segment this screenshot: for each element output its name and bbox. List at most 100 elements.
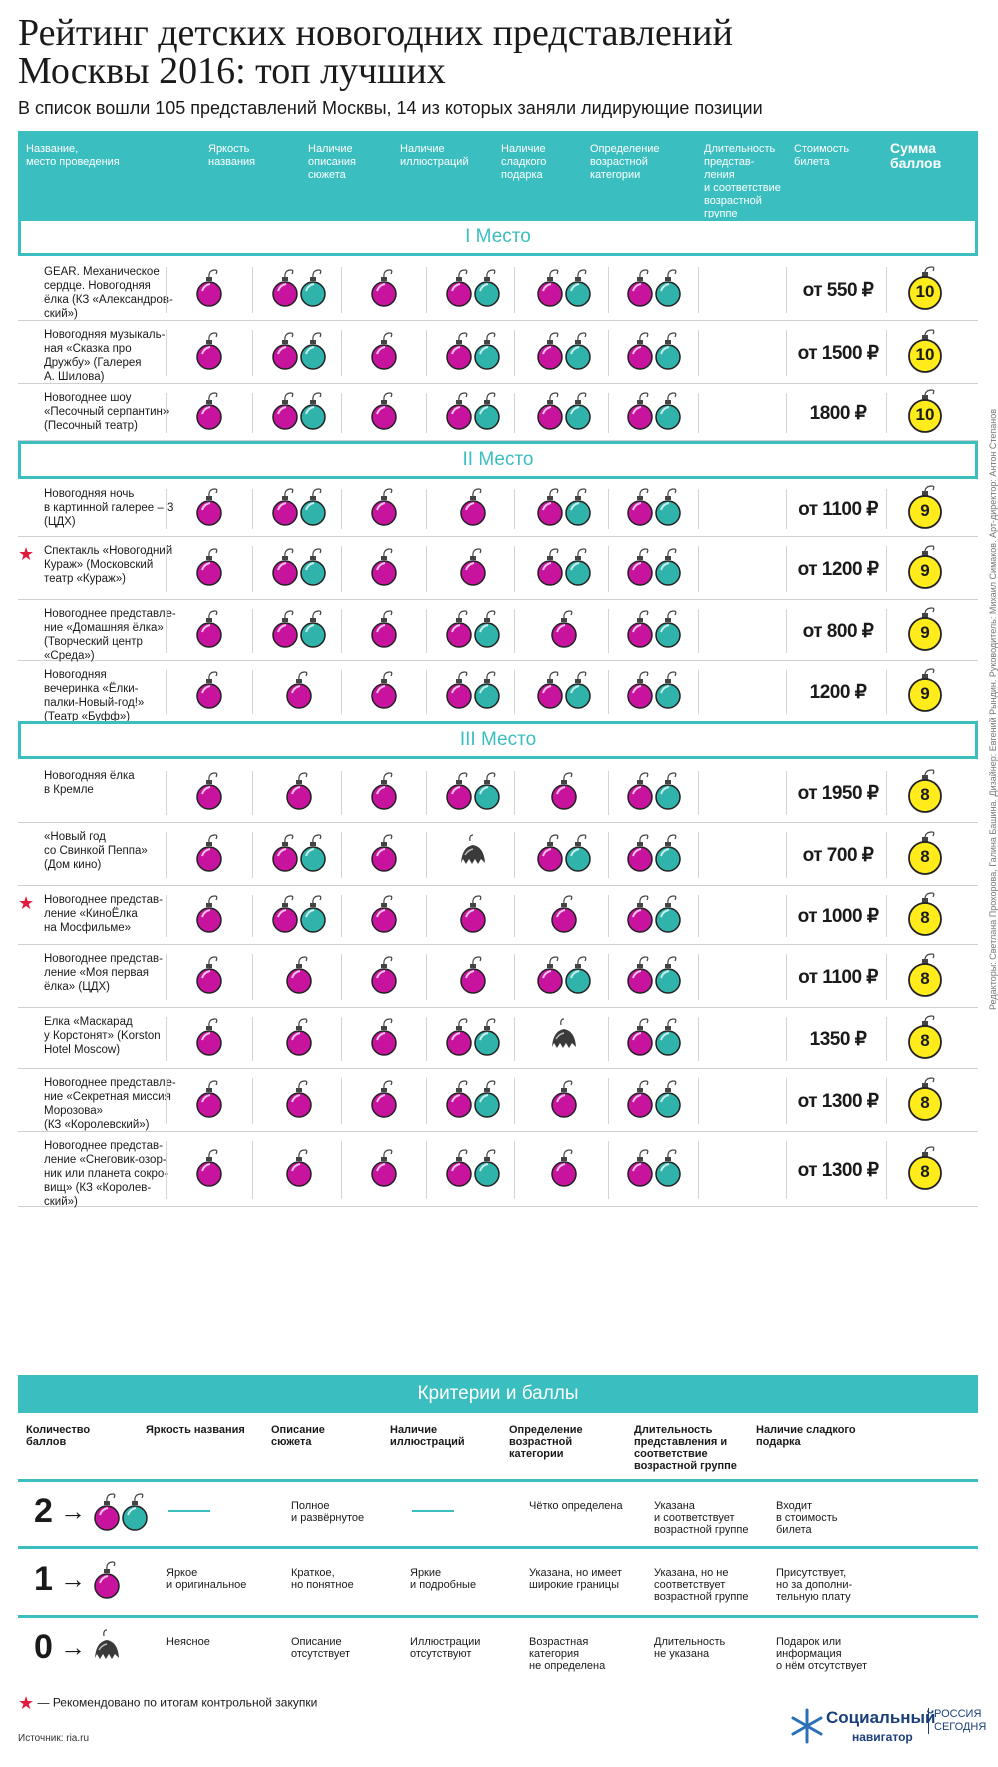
col-header-gift: Наличие сладкого подарка <box>501 143 547 181</box>
score-cell <box>547 1079 581 1119</box>
ornament-teal-icon <box>565 488 591 526</box>
score-cell <box>623 391 685 431</box>
table-row: GEAR. Механическое сердце. Новогодняя ёл… <box>18 259 978 321</box>
ornament-teal-icon <box>474 1080 500 1118</box>
total-score-value: 9 <box>920 561 930 580</box>
ornament-magenta-icon <box>446 671 472 709</box>
ornament-magenta-icon <box>371 1080 397 1118</box>
score-cell <box>456 487 490 527</box>
total-score-value: 10 <box>915 282 935 301</box>
column-divider <box>252 1017 253 1061</box>
total-score: 9 <box>906 544 948 590</box>
table-row: Новогодняя музыкаль- ная «Сказка про Дру… <box>18 322 978 384</box>
column-divider <box>341 267 342 313</box>
criteria-text: Указана, но имеет широкие границы <box>529 1567 622 1591</box>
total-score: 8 <box>906 1145 948 1191</box>
column-divider <box>514 832 515 878</box>
total-score-value: 8 <box>920 1031 930 1050</box>
col-header-price: Стоимость билета <box>794 143 850 168</box>
show-name: Новогодняя ночь в картинной галерее – 3 … <box>44 488 174 528</box>
column-divider <box>514 330 515 376</box>
criteria-text: Подарок или информация о нём отсутствует <box>776 1636 867 1672</box>
ornament-teal-icon <box>474 1149 500 1187</box>
score-cell <box>367 487 401 527</box>
ornament-magenta-icon <box>196 895 222 933</box>
yellow-ornament-icon <box>908 545 942 589</box>
criteria-text: Иллюстрации отсутствуют <box>410 1636 481 1660</box>
score-cell <box>623 1148 685 1188</box>
column-divider <box>698 1017 699 1061</box>
ornament-magenta-icon <box>371 895 397 933</box>
total-score-value: 10 <box>915 345 935 364</box>
column-divider <box>514 954 515 1000</box>
column-divider <box>608 1141 609 1199</box>
column-divider <box>252 393 253 433</box>
column-divider <box>698 330 699 376</box>
total-score: 8 <box>906 891 948 937</box>
logo-brand: РОССИЯ СЕГОДНЯ <box>928 1708 986 1734</box>
points-value: 0 <box>34 1628 53 1666</box>
column-divider <box>698 393 699 433</box>
column-divider <box>608 267 609 313</box>
ticket-price: от 1100 ₽ <box>798 967 878 988</box>
ornament-teal-icon <box>655 834 681 872</box>
criteria-col-header: Наличие иллюстраций <box>390 1424 465 1448</box>
ornament-magenta-icon <box>537 269 563 307</box>
score-cell <box>282 771 316 811</box>
total-score-value: 9 <box>920 501 930 520</box>
ornament-teal-icon <box>300 269 326 307</box>
show-name: Спектакль «Новогодний Кураж» (Московский… <box>44 545 173 585</box>
total-score-value: 8 <box>920 785 930 804</box>
ornament-magenta-icon <box>272 895 298 933</box>
column-divider <box>514 393 515 433</box>
total-score-value: 9 <box>920 623 930 642</box>
arrow-icon: → <box>60 1632 86 1662</box>
place-header: I Место <box>18 218 978 256</box>
ornament-teal-icon <box>565 834 591 872</box>
score-cell <box>268 391 330 431</box>
column-divider <box>786 670 787 714</box>
column-divider <box>341 1017 342 1061</box>
points-value: 1 <box>34 1560 53 1598</box>
ornament-magenta-icon <box>446 1018 472 1056</box>
ornament-magenta-icon <box>460 895 486 933</box>
column-divider <box>786 1017 787 1061</box>
criteria-text: Полное и развёрнутое <box>291 1500 365 1524</box>
ornament-magenta-icon <box>446 392 472 430</box>
col-header-illustrations: Наличие иллюстраций <box>400 143 469 168</box>
broken-ornament-icon <box>461 834 485 864</box>
ornament-magenta-icon <box>537 488 563 526</box>
ornament-teal-icon <box>122 1493 148 1531</box>
ornament-magenta-icon <box>446 269 472 307</box>
ornament-magenta-icon <box>446 610 472 648</box>
column-divider <box>886 1141 887 1199</box>
ornament-magenta-icon <box>627 269 653 307</box>
column-divider <box>426 546 427 592</box>
column-divider <box>514 1141 515 1199</box>
score-cell <box>268 609 330 649</box>
ornament-magenta-icon <box>371 772 397 810</box>
ornament-teal-icon <box>655 956 681 994</box>
show-name: Новогодняя ёлка в Кремле <box>44 770 135 796</box>
ornament-magenta-icon <box>196 1080 222 1118</box>
ornament-magenta-icon <box>371 1018 397 1056</box>
yellow-ornament-icon <box>908 769 942 813</box>
column-divider <box>786 1141 787 1199</box>
score-cell <box>282 670 316 710</box>
total-score: 9 <box>906 667 948 713</box>
score-cell <box>442 331 504 371</box>
ornament-magenta-icon <box>627 834 653 872</box>
criteria-text: Яркое и оригинальное <box>166 1567 247 1591</box>
criteria-text: Описание отсутствует <box>291 1636 351 1660</box>
score-cell <box>268 268 330 308</box>
column-divider <box>786 1078 787 1124</box>
score-cell <box>442 391 504 431</box>
column-divider <box>886 895 887 937</box>
column-divider <box>698 267 699 313</box>
criteria-text: Входит в стоимость билета <box>776 1500 838 1536</box>
ornament-teal-icon <box>300 834 326 872</box>
ornament-magenta-icon <box>537 548 563 586</box>
table-row: Елка «Маскарад у Корстонят» (Korston Hot… <box>18 1009 978 1069</box>
score-cell <box>282 1017 316 1057</box>
place-label: I Место <box>465 226 531 247</box>
